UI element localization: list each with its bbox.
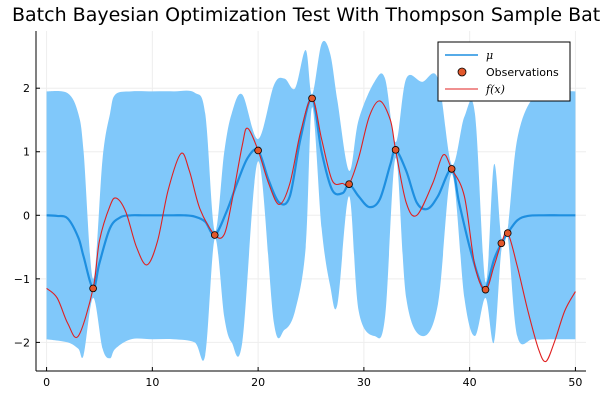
chart-title: Batch Bayesian Optimization Test With Th…	[12, 4, 600, 26]
legend-label: Observations	[486, 66, 559, 79]
observation-point	[481, 285, 490, 294]
observation-point	[308, 94, 316, 103]
observation-point	[210, 231, 219, 239]
legend: μ Observations f(x)	[437, 41, 571, 102]
x-tick-label: 20	[251, 376, 265, 389]
band-layer	[46, 40, 576, 361]
observation-point	[447, 165, 456, 173]
y-tick-label: 2	[23, 82, 30, 95]
y-tick-label: 0	[23, 209, 30, 222]
observation-point	[254, 146, 262, 155]
y-tick-label: −2	[14, 336, 30, 349]
axes	[35, 31, 586, 372]
observation-point	[497, 239, 506, 248]
legend-label: f(x)	[485, 83, 505, 96]
x-tick-label: 50	[568, 376, 582, 389]
y-tick-label: 1	[23, 146, 30, 159]
confidence-band	[46, 40, 576, 361]
y-tick-label: −1	[14, 273, 30, 286]
observation-point	[345, 180, 353, 188]
legend-swatch-marker	[457, 67, 467, 77]
observation-point	[89, 284, 97, 293]
fx-line	[46, 97, 576, 363]
tick-labels: 0 10 20 30 40 50 −2 −1 0 1 2	[14, 82, 583, 389]
observation-point	[503, 229, 512, 237]
legend-label: μ	[486, 49, 493, 62]
observation-point	[391, 146, 400, 154]
x-tick-label: 0	[43, 376, 50, 389]
x-tick-label: 30	[357, 376, 371, 389]
x-tick-label: 10	[145, 376, 159, 389]
x-tick-label: 40	[463, 376, 477, 389]
observations-layer	[89, 94, 512, 294]
